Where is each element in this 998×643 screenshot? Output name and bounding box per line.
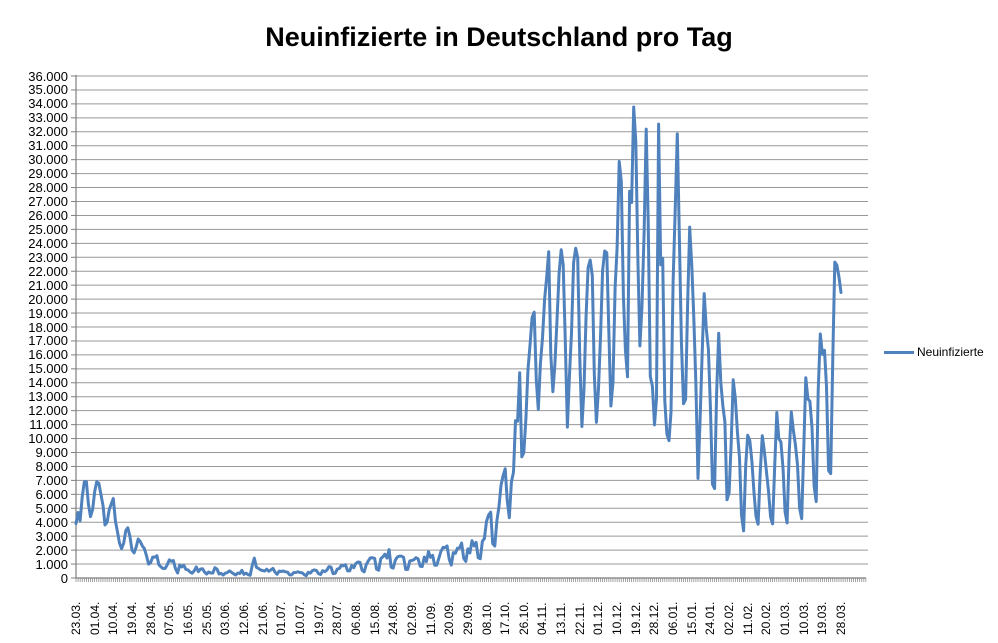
legend-line-swatch xyxy=(884,350,914,354)
y-axis-label: 10.000 xyxy=(28,431,68,447)
x-axis-label: 11.09. xyxy=(423,602,438,635)
y-axis-label: 2.000 xyxy=(35,542,68,558)
x-axis-label: 07.05. xyxy=(162,601,177,635)
x-axis-label: 20.09. xyxy=(442,601,457,635)
x-axis-label: 01.03. xyxy=(778,601,793,635)
x-axis-label: 13.11. xyxy=(554,602,569,635)
x-axis-label: 17.10. xyxy=(498,601,513,635)
x-axis-label: 23.03. xyxy=(69,601,83,635)
x-axis-label: 06.01. xyxy=(666,601,681,635)
y-axis-label: 29.000 xyxy=(28,166,68,182)
chart-title: Neuinfizierte in Deutschland pro Tag xyxy=(265,22,733,52)
x-axis-label: 10.07. xyxy=(292,601,307,635)
y-axis-label: 27.000 xyxy=(28,194,68,209)
y-axis-label: 15.000 xyxy=(28,361,68,377)
x-axis-label: 15.08. xyxy=(367,601,382,635)
x-axis-label: 19.03. xyxy=(815,601,830,635)
y-axis-label: 0 xyxy=(60,570,68,586)
x-axis-label: 12.06. xyxy=(236,601,251,635)
x-axis-label: 24.08. xyxy=(386,601,401,635)
x-axis-label: 10.12. xyxy=(610,601,625,635)
x-axis-label: 15.01. xyxy=(684,601,699,635)
series-line-neuinfizierte xyxy=(74,105,843,578)
x-axis-label: 03.06. xyxy=(218,601,233,635)
x-axis-label: 20.02. xyxy=(759,601,774,635)
y-axis-label: 1.000 xyxy=(35,556,68,572)
y-axis-label: 22.000 xyxy=(28,263,68,279)
x-axis-label: 02.09. xyxy=(404,601,419,635)
y-axis-label: 25.000 xyxy=(28,221,68,237)
y-axis-label: 32.000 xyxy=(28,124,68,140)
y-axis-label: 30.000 xyxy=(28,152,68,168)
x-axis-label: 22.11. xyxy=(572,602,587,635)
x-axis-label: 28.03. xyxy=(834,601,849,635)
y-axis-label: 11.000 xyxy=(29,417,68,433)
y-axis-label: 3.000 xyxy=(35,528,68,544)
y-axis-label: 7.000 xyxy=(35,472,68,488)
x-axis-label: 10.04. xyxy=(106,601,121,635)
y-axis-label: 36.000 xyxy=(28,68,68,84)
x-axis-label: 25.05. xyxy=(199,601,214,635)
x-axis-label: 10.03. xyxy=(796,601,811,635)
x-axis-label: 06.08. xyxy=(348,601,363,635)
x-axis-label: 19.12. xyxy=(628,601,643,635)
y-axis-label: 34.000 xyxy=(28,96,68,112)
y-axis-label: 21.000 xyxy=(28,277,68,293)
x-axis-label: 16.05. xyxy=(180,601,195,635)
y-axis-label: 4.000 xyxy=(35,514,68,530)
y-axis-label: 6.000 xyxy=(35,486,68,502)
x-axis-label: 19.04. xyxy=(124,601,139,635)
x-axis-label: 01.04. xyxy=(87,601,102,635)
legend-label: Neuinfizierte xyxy=(917,345,984,359)
x-axis-label: 01.12. xyxy=(591,601,606,635)
x-axis-label: 19.07. xyxy=(311,601,326,635)
x-axis-label: 24.01. xyxy=(703,601,718,635)
y-axis-label: 8.000 xyxy=(35,458,68,474)
y-axis-label: 12.000 xyxy=(28,403,68,419)
x-axis-label: 04.11. xyxy=(535,602,550,635)
x-axis-label: 21.06. xyxy=(255,601,270,635)
y-axis-label: 18.000 xyxy=(28,319,68,335)
y-axis-label: 19.000 xyxy=(28,305,68,321)
x-axis-label: 29.09. xyxy=(460,601,475,635)
y-axis-label: 5.000 xyxy=(35,500,68,516)
y-axis-label: 33.000 xyxy=(28,110,68,126)
y-axis-label: 35.000 xyxy=(28,82,68,98)
y-axis-label: 17.000 xyxy=(28,333,68,349)
y-axis-label: 28.000 xyxy=(28,180,68,196)
x-axis-label: 11.02. xyxy=(740,602,755,635)
y-axis-label: 13.000 xyxy=(28,389,68,405)
x-axis-label: 28.12. xyxy=(647,601,662,635)
y-axis-label: 24.000 xyxy=(28,235,68,251)
y-axis-label: 14.000 xyxy=(28,375,68,391)
y-axis-label: 26.000 xyxy=(28,207,68,223)
y-axis-label: 16.000 xyxy=(28,347,68,363)
y-axis-label: 23.000 xyxy=(28,249,68,265)
y-axis-label: 31.000 xyxy=(28,138,68,154)
x-axis-label: 01.07. xyxy=(274,601,289,635)
x-axis-label: 08.10. xyxy=(479,601,494,635)
x-axis-label: 02.02. xyxy=(722,601,737,635)
x-axis-label: 28.04. xyxy=(143,601,158,635)
x-axis-label: 26.10. xyxy=(516,601,531,635)
x-axis-label: 28.07. xyxy=(330,601,345,635)
legend: Neuinfizierte xyxy=(884,345,984,359)
y-axis-label: 20.000 xyxy=(28,291,68,307)
y-axis-label: 9.000 xyxy=(35,445,68,460)
